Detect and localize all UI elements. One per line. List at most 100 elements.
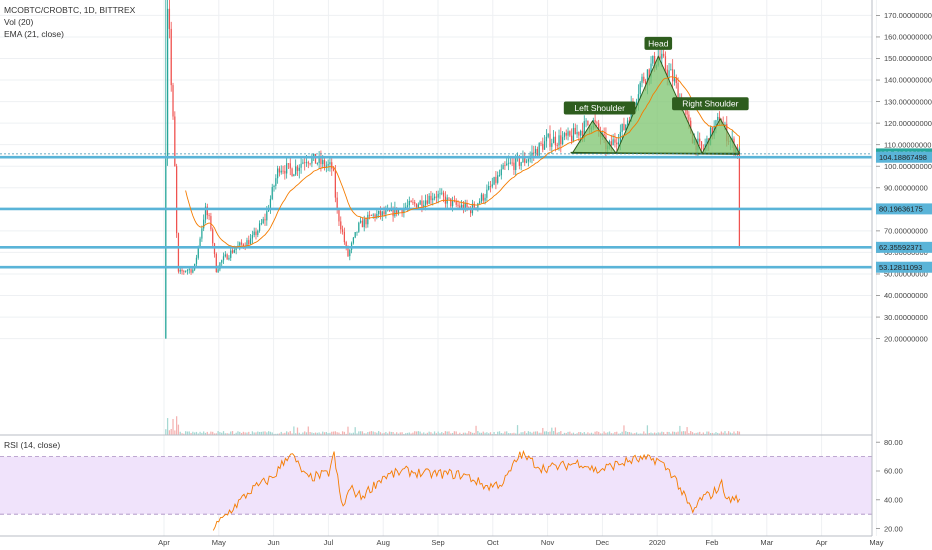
candle-body-up <box>545 136 548 142</box>
volume-bar <box>313 433 315 435</box>
candle-body-down <box>677 83 679 102</box>
volume-bar <box>644 433 647 435</box>
volume-bar <box>455 431 457 435</box>
volume-bar <box>446 431 448 435</box>
candle-body-up <box>185 270 187 272</box>
rsi-legend[interactable]: RSI (14, close) <box>4 440 61 450</box>
volume-bar <box>562 433 564 435</box>
volume-bar <box>399 432 401 435</box>
volume-bar <box>545 431 548 435</box>
support-lines[interactable] <box>0 153 872 269</box>
candle-body-up <box>509 162 511 164</box>
candle-body-down <box>426 200 428 204</box>
head-and-shoulders-pattern[interactable] <box>570 55 741 155</box>
candle-body-up <box>258 223 261 231</box>
candle-body-down <box>455 201 457 205</box>
volume-bar <box>204 432 207 435</box>
volume-legend[interactable]: Vol (20) <box>4 17 34 27</box>
candle-body-up <box>188 269 190 271</box>
volume-bar <box>736 431 739 435</box>
volume-bar <box>318 432 320 435</box>
candle-body-down <box>711 127 713 136</box>
volume-bar <box>599 433 602 435</box>
volume-bars <box>165 416 741 435</box>
volume-bar <box>711 432 713 435</box>
volume-bar <box>473 432 475 435</box>
candle-body-up <box>381 211 383 216</box>
candle-body-down <box>569 131 571 136</box>
price-tick-label: 130.00000000 <box>884 97 932 106</box>
volume-bar <box>221 432 223 435</box>
pattern-label-bg <box>563 101 636 115</box>
candle-body-down <box>542 143 544 150</box>
volume-bar <box>608 431 611 435</box>
candle-body-up <box>626 120 629 125</box>
pattern-label: Head <box>648 38 669 48</box>
candle-body-up <box>269 198 272 209</box>
volume-bar <box>726 433 728 435</box>
volume-bar <box>394 433 396 435</box>
volume-bar <box>327 433 329 435</box>
volume-bar <box>459 432 461 435</box>
volume-bar <box>213 433 216 435</box>
volume-bar <box>536 431 539 435</box>
volume-bar <box>673 431 676 435</box>
volume-bar <box>729 432 732 435</box>
volume-bar <box>388 431 391 435</box>
candle-body-down <box>549 133 551 147</box>
candle-body-down <box>688 114 690 121</box>
volume-bar <box>314 432 317 435</box>
volume-bar <box>426 432 428 435</box>
volume-bar <box>639 433 641 435</box>
volume-bar <box>581 433 584 435</box>
time-tick-label: May <box>212 538 226 547</box>
candle-body-up <box>502 165 504 170</box>
symbol-legend[interactable]: MCOBTC/CROBTC, 1D, BITTREX <box>4 5 136 15</box>
candle-body-down <box>574 127 576 135</box>
candle-body-up <box>311 157 313 164</box>
rsi-line <box>212 449 741 531</box>
candle-body-up <box>322 160 324 165</box>
time-tick-label: Apr <box>816 538 828 547</box>
candle-body-down <box>410 200 412 203</box>
volume-bar <box>733 431 735 435</box>
volume-bar <box>670 433 672 435</box>
volume-bar <box>174 430 176 435</box>
rsi-band <box>0 456 872 515</box>
volume-bar <box>457 433 459 435</box>
candle-body-down <box>320 157 322 165</box>
candle-body-down <box>466 203 468 208</box>
candle-body-down <box>435 196 437 198</box>
price-tick-label: 20.00000000 <box>884 334 928 343</box>
time-tick-label: Apr <box>158 538 170 547</box>
candle-body-down <box>473 203 475 208</box>
support-tag: 53.12811093 <box>879 263 922 272</box>
candle-body-down <box>172 85 174 117</box>
candle-body-down <box>664 56 667 70</box>
candle-body-up <box>650 63 652 78</box>
candle-body-up <box>670 69 672 71</box>
candle-body-up <box>506 163 508 166</box>
volume-bar <box>372 431 374 435</box>
volume-bar <box>486 432 488 435</box>
volume-bar <box>623 425 625 435</box>
volume-bar <box>722 432 724 435</box>
candle-body-down <box>462 204 465 210</box>
candle-body-down <box>240 242 243 245</box>
volume-bar <box>405 433 407 435</box>
candlesticks[interactable] <box>165 0 741 339</box>
volume-bar <box>699 431 701 435</box>
candle-body-up <box>260 223 263 224</box>
candle-body-down <box>556 145 558 147</box>
candle-body-up <box>551 143 553 147</box>
volume-bar <box>415 431 418 435</box>
candle-body-up <box>515 156 517 170</box>
volume-bar <box>702 432 704 435</box>
candle-body-up <box>583 121 585 136</box>
ema-legend[interactable]: EMA (21, close) <box>4 29 64 39</box>
volume-bar <box>525 433 528 435</box>
price-tick-label: 30.00000000 <box>884 313 928 322</box>
candle-body-up <box>437 193 439 198</box>
ema-21-line <box>185 76 740 248</box>
